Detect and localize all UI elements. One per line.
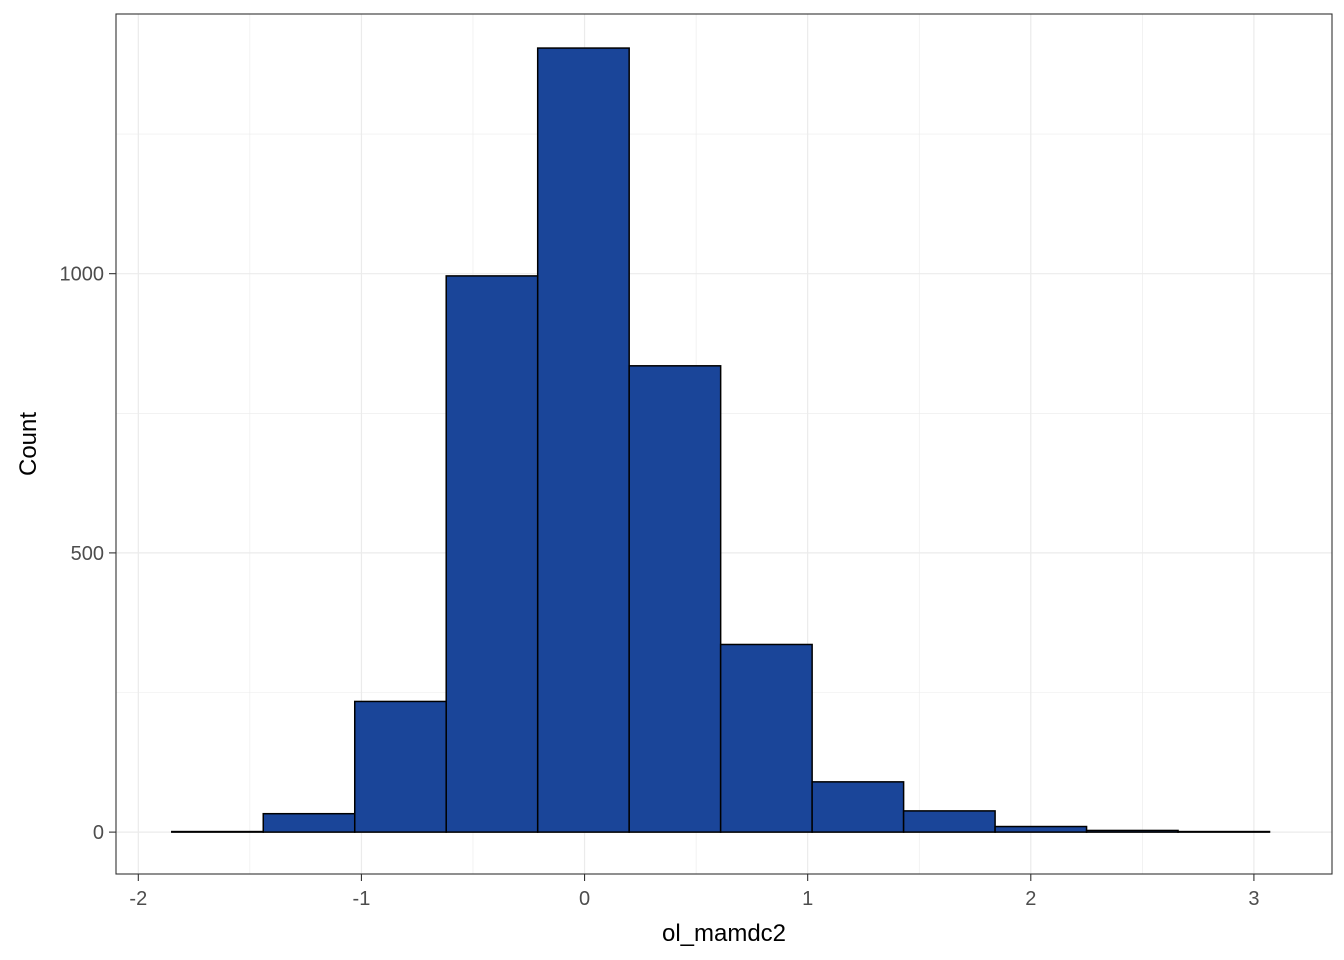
histogram-bar bbox=[811, 781, 905, 833]
x-tick-label: 0 bbox=[579, 888, 590, 910]
histogram-bar bbox=[171, 830, 265, 833]
y-tick-label: 1000 bbox=[60, 264, 105, 286]
x-tick-label: 3 bbox=[1248, 888, 1259, 910]
y-axis-title: Count bbox=[15, 412, 42, 476]
histogram-bars bbox=[171, 47, 1271, 833]
x-axis: -2 -1 0 1 2 3 bbox=[129, 874, 1259, 910]
y-tick-label: 0 bbox=[93, 822, 104, 844]
y-tick-label: 500 bbox=[71, 543, 104, 565]
histogram-bar bbox=[536, 47, 630, 833]
y-axis: 0 500 1000 bbox=[60, 264, 116, 844]
histogram-bar bbox=[628, 365, 722, 833]
histogram-bar bbox=[719, 643, 813, 833]
histogram-bar bbox=[1085, 829, 1179, 833]
histogram-bar bbox=[994, 825, 1088, 833]
panel-border bbox=[115, 13, 1333, 875]
histogram-bar bbox=[353, 700, 447, 833]
x-tick-label: -1 bbox=[353, 888, 371, 910]
x-tick-label: -2 bbox=[129, 888, 147, 910]
x-tick-label: 1 bbox=[802, 888, 813, 910]
histogram-bar bbox=[445, 275, 539, 833]
x-tick-label: 2 bbox=[1025, 888, 1036, 910]
histogram-bar bbox=[1177, 830, 1271, 833]
histogram-bar bbox=[262, 812, 356, 833]
x-axis-title: ol_mamdc2 bbox=[662, 920, 786, 947]
histogram-bar bbox=[902, 810, 996, 833]
